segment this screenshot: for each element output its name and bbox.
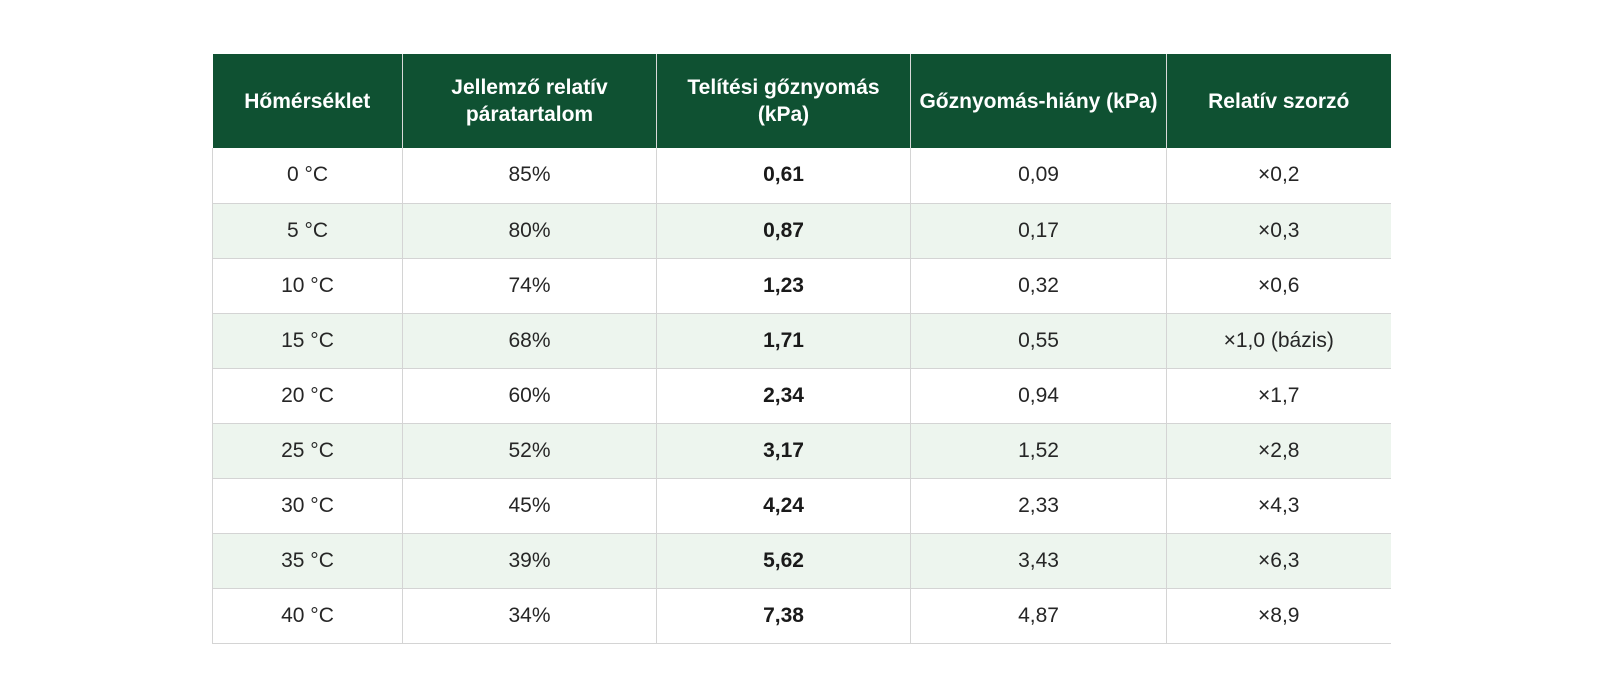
cell-relative-multiplier: ×1,7 xyxy=(1166,368,1391,424)
cell-relative-humidity: 52% xyxy=(402,423,657,479)
cell-temperature: 40 °C xyxy=(212,588,403,644)
cell-relative-multiplier: ×0,2 xyxy=(1166,148,1391,204)
table-body: 0 °C 85% 0,61 0,09 ×0,2 5 °C 80% 0,87 0,17 ×0,3 10… xyxy=(212,148,1391,644)
cell-saturation-vapor-pressure: 2,34 xyxy=(656,368,911,424)
table-row: 0 °C 85% 0,61 0,09 ×0,2 xyxy=(212,148,1391,204)
cell-relative-multiplier: ×1,0 (bázis) xyxy=(1166,313,1391,369)
cell-temperature: 25 °C xyxy=(212,423,403,479)
header-relative-multiplier: Relatív szorzó xyxy=(1166,54,1391,148)
cell-relative-humidity: 39% xyxy=(402,533,657,589)
table-header: Hőmérséklet Jellemző relatív páratartalo… xyxy=(212,54,1391,148)
cell-relative-multiplier: ×4,3 xyxy=(1166,478,1391,534)
cell-relative-humidity: 45% xyxy=(402,478,657,534)
cell-temperature: 35 °C xyxy=(212,533,403,589)
cell-relative-humidity: 34% xyxy=(402,588,657,644)
cell-relative-multiplier: ×0,3 xyxy=(1166,203,1391,259)
cell-vapor-pressure-deficit: 1,52 xyxy=(910,423,1167,479)
cell-relative-humidity: 74% xyxy=(402,258,657,314)
cell-saturation-vapor-pressure: 4,24 xyxy=(656,478,911,534)
table-row: 30 °C 45% 4,24 2,33 ×4,3 xyxy=(212,478,1391,534)
cell-relative-multiplier: ×2,8 xyxy=(1166,423,1391,479)
vapor-pressure-table: Hőmérséklet Jellemző relatív páratartalo… xyxy=(212,54,1391,644)
data-table-container: Hőmérséklet Jellemző relatív páratartalo… xyxy=(212,54,1391,644)
table-row: 25 °C 52% 3,17 1,52 ×2,8 xyxy=(212,423,1391,479)
cell-vapor-pressure-deficit: 2,33 xyxy=(910,478,1167,534)
cell-relative-humidity: 68% xyxy=(402,313,657,369)
header-saturation-vapor-pressure: Telítési gőznyomás (kPa) xyxy=(656,54,911,148)
cell-vapor-pressure-deficit: 0,94 xyxy=(910,368,1167,424)
cell-vapor-pressure-deficit: 4,87 xyxy=(910,588,1167,644)
header-relative-humidity: Jellemző relatív páratartalom xyxy=(402,54,657,148)
cell-saturation-vapor-pressure: 1,71 xyxy=(656,313,911,369)
header-row: Hőmérséklet Jellemző relatív páratartalo… xyxy=(212,54,1391,148)
cell-relative-humidity: 80% xyxy=(402,203,657,259)
cell-temperature: 15 °C xyxy=(212,313,403,369)
cell-relative-multiplier: ×8,9 xyxy=(1166,588,1391,644)
cell-relative-humidity: 85% xyxy=(402,148,657,204)
cell-saturation-vapor-pressure: 1,23 xyxy=(656,258,911,314)
cell-vapor-pressure-deficit: 0,09 xyxy=(910,148,1167,204)
table-row: 40 °C 34% 7,38 4,87 ×8,9 xyxy=(212,588,1391,644)
cell-saturation-vapor-pressure: 0,87 xyxy=(656,203,911,259)
cell-relative-humidity: 60% xyxy=(402,368,657,424)
table-row: 10 °C 74% 1,23 0,32 ×0,6 xyxy=(212,258,1391,314)
cell-temperature: 30 °C xyxy=(212,478,403,534)
table-row: 15 °C 68% 1,71 0,55 ×1,0 (bázis) xyxy=(212,313,1391,369)
cell-temperature: 5 °C xyxy=(212,203,403,259)
cell-temperature: 0 °C xyxy=(212,148,403,204)
header-temperature: Hőmérséklet xyxy=(212,54,403,148)
cell-saturation-vapor-pressure: 3,17 xyxy=(656,423,911,479)
cell-vapor-pressure-deficit: 0,55 xyxy=(910,313,1167,369)
cell-saturation-vapor-pressure: 0,61 xyxy=(656,148,911,204)
cell-vapor-pressure-deficit: 3,43 xyxy=(910,533,1167,589)
cell-vapor-pressure-deficit: 0,32 xyxy=(910,258,1167,314)
table-row: 5 °C 80% 0,87 0,17 ×0,3 xyxy=(212,203,1391,259)
cell-temperature: 10 °C xyxy=(212,258,403,314)
table-row: 35 °C 39% 5,62 3,43 ×6,3 xyxy=(212,533,1391,589)
header-vapor-pressure-deficit: Gőznyomás-hiány (kPa) xyxy=(910,54,1167,148)
cell-saturation-vapor-pressure: 7,38 xyxy=(656,588,911,644)
table-row: 20 °C 60% 2,34 0,94 ×1,7 xyxy=(212,368,1391,424)
cell-relative-multiplier: ×0,6 xyxy=(1166,258,1391,314)
cell-temperature: 20 °C xyxy=(212,368,403,424)
cell-vapor-pressure-deficit: 0,17 xyxy=(910,203,1167,259)
cell-saturation-vapor-pressure: 5,62 xyxy=(656,533,911,589)
cell-relative-multiplier: ×6,3 xyxy=(1166,533,1391,589)
